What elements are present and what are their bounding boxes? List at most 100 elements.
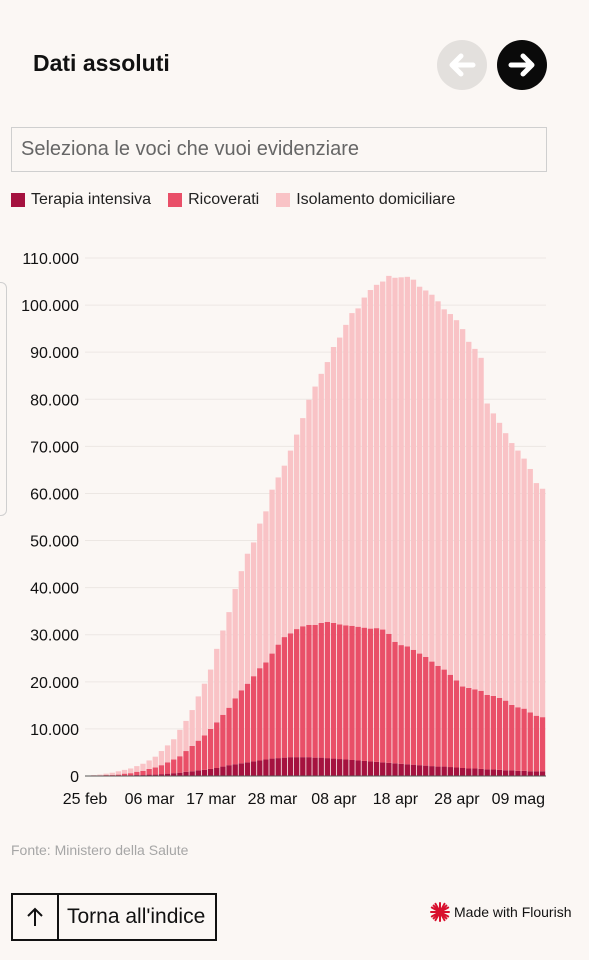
bar-segment[interactable] — [459, 329, 466, 687]
back-to-index-button[interactable]: Torna all'indice — [11, 893, 217, 941]
bar-segment[interactable] — [447, 767, 453, 776]
bar-segment[interactable] — [410, 764, 417, 776]
bar-segment[interactable] — [515, 450, 521, 708]
bar-segment[interactable] — [416, 286, 423, 654]
bar-segment[interactable] — [521, 708, 527, 771]
bar-segment[interactable] — [337, 337, 343, 625]
bar-segment[interactable] — [367, 628, 374, 762]
bar-segment[interactable] — [103, 773, 109, 776]
bar-segment[interactable] — [250, 542, 257, 677]
bar-segment[interactable] — [152, 756, 158, 768]
bar-segment[interactable] — [244, 762, 251, 776]
bar-segment[interactable] — [109, 772, 115, 776]
bar-segment[interactable] — [484, 769, 490, 776]
bar-segment[interactable] — [183, 751, 189, 772]
bar-segment[interactable] — [502, 770, 509, 776]
bar-segment[interactable] — [466, 768, 472, 776]
bar-segment[interactable] — [115, 771, 122, 775]
bar-segment[interactable] — [275, 758, 281, 776]
bar-segment[interactable] — [404, 276, 410, 647]
bar-segment[interactable] — [115, 774, 122, 776]
bar-segment[interactable] — [423, 290, 429, 657]
bar-segment[interactable] — [195, 740, 201, 771]
bar-segment[interactable] — [423, 765, 429, 776]
bar-segment[interactable] — [318, 373, 324, 623]
made-with-flourish-link[interactable]: Made with Flourish — [430, 902, 572, 922]
bar-segment[interactable] — [171, 773, 177, 776]
bar-segment[interactable] — [349, 625, 355, 760]
bar-segment[interactable] — [490, 769, 497, 776]
bar-segment[interactable] — [189, 745, 195, 772]
bar-segment[interactable] — [478, 768, 484, 776]
bar-segment[interactable] — [330, 758, 337, 776]
bar-segment[interactable] — [380, 762, 386, 776]
bar-segment[interactable] — [263, 511, 269, 663]
bar-segment[interactable] — [429, 766, 435, 776]
bar-segment[interactable] — [207, 669, 214, 729]
bar-segment[interactable] — [373, 761, 380, 776]
bar-segment[interactable] — [183, 720, 189, 752]
bar-segment[interactable] — [515, 707, 521, 771]
bar-segment[interactable] — [539, 488, 546, 718]
bar-segment[interactable] — [306, 399, 312, 625]
bar-segment[interactable] — [404, 764, 410, 776]
bar-segment[interactable] — [533, 483, 540, 716]
bar-segment[interactable] — [312, 757, 318, 776]
bar-segment[interactable] — [496, 769, 503, 776]
bar-segment[interactable] — [226, 612, 232, 708]
bar-segment[interactable] — [207, 728, 214, 769]
bar-segment[interactable] — [220, 630, 226, 715]
bar-segment[interactable] — [269, 489, 275, 654]
bar-segment[interactable] — [324, 758, 331, 776]
bar-segment[interactable] — [355, 760, 361, 776]
bar-segment[interactable] — [459, 686, 466, 768]
bar-segment[interactable] — [386, 762, 392, 776]
bar-segment[interactable] — [189, 771, 195, 776]
bar-segment[interactable] — [324, 362, 331, 623]
bar-segment[interactable] — [281, 757, 288, 776]
bar-segment[interactable] — [404, 646, 410, 765]
bar-segment[interactable] — [343, 324, 349, 626]
bar-segment[interactable] — [134, 766, 140, 772]
bar-segment[interactable] — [158, 765, 165, 775]
bar-segment[interactable] — [177, 772, 183, 776]
bar-segment[interactable] — [466, 687, 472, 769]
bar-segment[interactable] — [232, 698, 238, 765]
bar-segment[interactable] — [214, 648, 220, 723]
bar-segment[interactable] — [171, 739, 177, 760]
previous-button[interactable] — [437, 40, 487, 90]
bar-segment[interactable] — [146, 768, 152, 775]
bar-segment[interactable] — [226, 765, 232, 776]
bar-segment[interactable] — [275, 644, 281, 759]
bar-segment[interactable] — [398, 277, 404, 646]
bar-segment[interactable] — [441, 766, 447, 776]
bar-segment[interactable] — [312, 624, 318, 758]
bar-segment[interactable] — [472, 348, 478, 690]
bar-segment[interactable] — [496, 422, 503, 698]
bar-segment[interactable] — [533, 771, 540, 776]
bar-segment[interactable] — [416, 653, 423, 766]
bar-segment[interactable] — [380, 281, 386, 630]
bar-segment[interactable] — [244, 683, 251, 763]
bar-segment[interactable] — [361, 760, 367, 776]
bar-segment[interactable] — [392, 277, 398, 642]
bar-segment[interactable] — [140, 770, 146, 776]
bar-segment[interactable] — [306, 624, 312, 758]
bar-segment[interactable] — [502, 700, 509, 771]
bar-segment[interactable] — [164, 762, 171, 774]
bar-segment[interactable] — [361, 627, 367, 761]
bar-segment[interactable] — [386, 275, 392, 634]
bar-segment[interactable] — [509, 443, 515, 705]
bar-segment[interactable] — [232, 764, 238, 776]
bar-segment[interactable] — [459, 767, 466, 776]
bar-segment[interactable] — [214, 767, 220, 776]
bar-segment[interactable] — [392, 641, 398, 764]
bar-segment[interactable] — [152, 767, 158, 775]
bar-segment[interactable] — [380, 629, 386, 763]
bar-segment[interactable] — [250, 761, 257, 776]
bar-segment[interactable] — [306, 757, 312, 776]
legend-item-isolamento-domiciliare[interactable]: Isolamento domiciliare — [276, 191, 455, 209]
bar-segment[interactable] — [435, 301, 441, 666]
bar-segment[interactable] — [300, 626, 306, 758]
bar-segment[interactable] — [257, 760, 263, 776]
